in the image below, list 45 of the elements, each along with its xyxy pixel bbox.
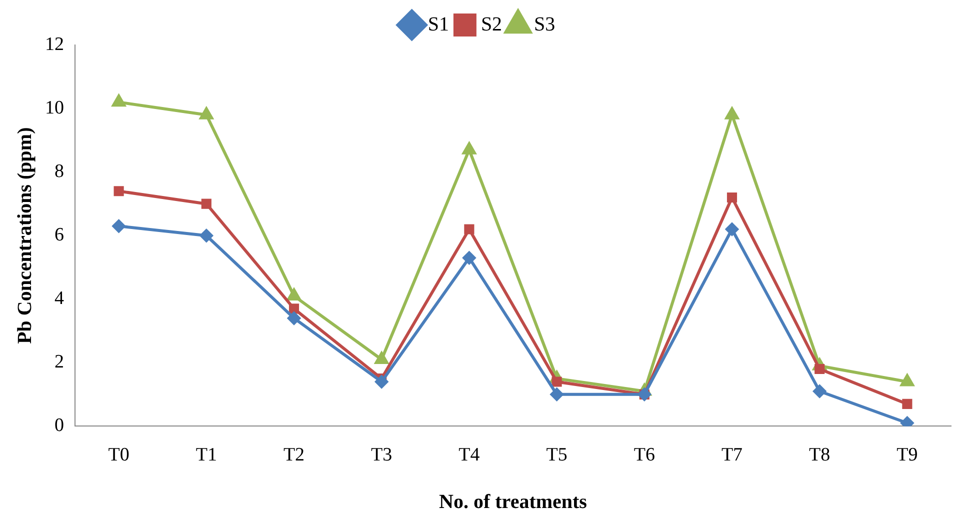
y-axis-title: Pb Concentrations (ppm) (14, 127, 36, 344)
point (902, 398, 912, 409)
point (374, 352, 388, 364)
point (201, 198, 212, 209)
point (462, 142, 476, 154)
point (900, 416, 914, 426)
y-tick-label: 12 (45, 34, 64, 55)
y-tick-label: 2 (54, 352, 64, 373)
point (288, 312, 300, 325)
point (112, 94, 126, 107)
legend-label: S3 (534, 13, 556, 36)
x-tick-label: T8 (809, 444, 830, 466)
point (464, 224, 474, 234)
point (112, 220, 126, 233)
legend-label: S2 (480, 13, 502, 36)
x-tick-label: T6 (634, 444, 655, 466)
x-axis-title: No. of treatments (439, 491, 588, 514)
x-tick-label: T2 (283, 444, 305, 466)
point (114, 186, 124, 196)
point (200, 107, 214, 120)
point (813, 384, 826, 398)
point (462, 251, 476, 264)
point (552, 376, 562, 387)
x-tick-label: T5 (546, 444, 568, 466)
point (375, 375, 388, 388)
point (726, 192, 738, 203)
point (200, 229, 213, 242)
x-tick-label: T4 (458, 444, 480, 466)
legend-label: S1 (428, 13, 449, 36)
point (900, 374, 914, 386)
x-tick-label: T3 (371, 444, 392, 466)
y-tick-label: 10 (45, 98, 64, 119)
x-tick-label: T9 (896, 444, 918, 466)
point (287, 288, 301, 300)
point (288, 304, 300, 314)
y-tick-label: 4 (54, 288, 64, 310)
point (726, 222, 738, 236)
point (550, 388, 564, 401)
point (725, 107, 739, 120)
y-tick-label: 0 (54, 415, 64, 436)
x-tick-label: T0 (108, 444, 130, 466)
x-tick-label: T1 (196, 444, 217, 466)
x-tick-label: T7 (721, 444, 743, 466)
y-tick-label: 6 (54, 224, 64, 246)
y-tick-label: 8 (54, 161, 64, 182)
